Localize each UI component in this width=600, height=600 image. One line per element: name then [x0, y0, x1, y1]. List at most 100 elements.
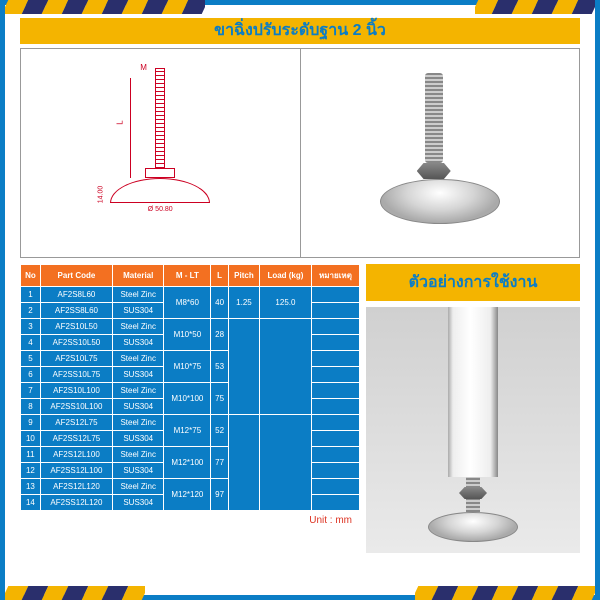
cell: Steel Zinc	[113, 319, 164, 335]
cell: AF2S12L75	[40, 415, 112, 431]
col-header: Pitch	[228, 265, 259, 287]
cell: M10*50	[164, 319, 211, 351]
cell: M10*75	[164, 351, 211, 383]
table-row: 1AF2S8L60Steel ZincM8*60401.25125.0	[21, 287, 360, 303]
dim-label-m: M	[140, 63, 147, 72]
schematic-drawing: M 14.00 Ø 50.80	[21, 49, 301, 257]
cell: 40	[211, 287, 229, 319]
cell: M8*60	[164, 287, 211, 319]
dim-label-l	[130, 78, 131, 178]
cell	[311, 351, 359, 367]
col-header: Part Code	[40, 265, 112, 287]
cell: SUS304	[113, 431, 164, 447]
cell: 11	[21, 447, 41, 463]
col-header: Material	[113, 265, 164, 287]
cell: 1.25	[228, 287, 259, 319]
cell: 4	[21, 335, 41, 351]
cell: AF2S10L75	[40, 351, 112, 367]
cell: AF2SS12L100	[40, 463, 112, 479]
cell: M12*100	[164, 447, 211, 479]
hazard-stripe	[5, 586, 145, 600]
cell: 9	[21, 415, 41, 431]
cell: M12*120	[164, 479, 211, 511]
cell	[311, 415, 359, 431]
dim-label-diameter: Ø 50.80	[110, 206, 210, 213]
page-title: ขาฉิ่งปรับระดับฐาน 2 นิ้ว	[20, 18, 580, 44]
cell: 53	[211, 351, 229, 383]
render-3d	[301, 49, 580, 257]
hazard-stripe	[475, 0, 595, 14]
cell: 5	[21, 351, 41, 367]
cell: M12*75	[164, 415, 211, 447]
col-header: หมายเหตุ	[311, 265, 359, 287]
cell: SUS304	[113, 303, 164, 319]
cell: SUS304	[113, 335, 164, 351]
hazard-stripe	[415, 586, 595, 600]
cell: 6	[21, 367, 41, 383]
cell	[228, 319, 259, 415]
cell: 7	[21, 383, 41, 399]
cell	[228, 415, 259, 511]
col-header: L	[211, 265, 229, 287]
cell	[311, 463, 359, 479]
cell	[311, 335, 359, 351]
cell	[259, 319, 311, 415]
spec-table: NoPart CodeMaterialM - LTLPitchLoad (kg)…	[20, 264, 360, 511]
cell: AF2SS12L75	[40, 431, 112, 447]
cell: AF2S10L50	[40, 319, 112, 335]
cell: 8	[21, 399, 41, 415]
cell	[259, 415, 311, 511]
cell	[311, 319, 359, 335]
cell: AF2SS10L100	[40, 399, 112, 415]
diagram-panel: M 14.00 Ø 50.80	[20, 48, 580, 258]
cell: M10*100	[164, 383, 211, 415]
unit-label: Unit : mm	[20, 515, 360, 526]
usage-title: ตัวอย่างการใช้งาน	[366, 264, 580, 301]
cell	[311, 383, 359, 399]
cell: 75	[211, 383, 229, 415]
cell	[311, 287, 359, 303]
hazard-stripe	[5, 0, 205, 14]
cell: Steel Zinc	[113, 383, 164, 399]
cell: SUS304	[113, 495, 164, 511]
usage-panel: ตัวอย่างการใช้งาน	[366, 264, 580, 553]
cell: 125.0	[259, 287, 311, 319]
cell: AF2SS10L50	[40, 335, 112, 351]
cell: SUS304	[113, 367, 164, 383]
cell	[311, 431, 359, 447]
cell: AF2SS8L60	[40, 303, 112, 319]
usage-photo	[366, 307, 580, 553]
cell	[311, 495, 359, 511]
cell: AF2SS12L120	[40, 495, 112, 511]
col-header: M - LT	[164, 265, 211, 287]
cell: Steel Zinc	[113, 479, 164, 495]
table-row: 9AF2S12L75Steel ZincM12*7552	[21, 415, 360, 431]
cell: Steel Zinc	[113, 447, 164, 463]
cell: 12	[21, 463, 41, 479]
cell: 1	[21, 287, 41, 303]
cell: AF2S12L120	[40, 479, 112, 495]
col-header: No	[21, 265, 41, 287]
cell: 97	[211, 479, 229, 511]
cell: 52	[211, 415, 229, 447]
cell	[311, 367, 359, 383]
cell: AF2S12L100	[40, 447, 112, 463]
cell: 14	[21, 495, 41, 511]
dim-label-height: 14.00	[98, 186, 105, 204]
cell: 28	[211, 319, 229, 351]
cell	[311, 447, 359, 463]
cell: Steel Zinc	[113, 415, 164, 431]
cell	[311, 303, 359, 319]
cell: Steel Zinc	[113, 287, 164, 303]
cell: 2	[21, 303, 41, 319]
cell: AF2S8L60	[40, 287, 112, 303]
cell: SUS304	[113, 399, 164, 415]
cell: 77	[211, 447, 229, 479]
table-row: 3AF2S10L50Steel ZincM10*5028	[21, 319, 360, 335]
cell	[311, 479, 359, 495]
spec-table-wrap: NoPart CodeMaterialM - LTLPitchLoad (kg)…	[20, 264, 360, 526]
cell: AF2S10L100	[40, 383, 112, 399]
cell: 10	[21, 431, 41, 447]
cell	[311, 399, 359, 415]
cell: Steel Zinc	[113, 351, 164, 367]
